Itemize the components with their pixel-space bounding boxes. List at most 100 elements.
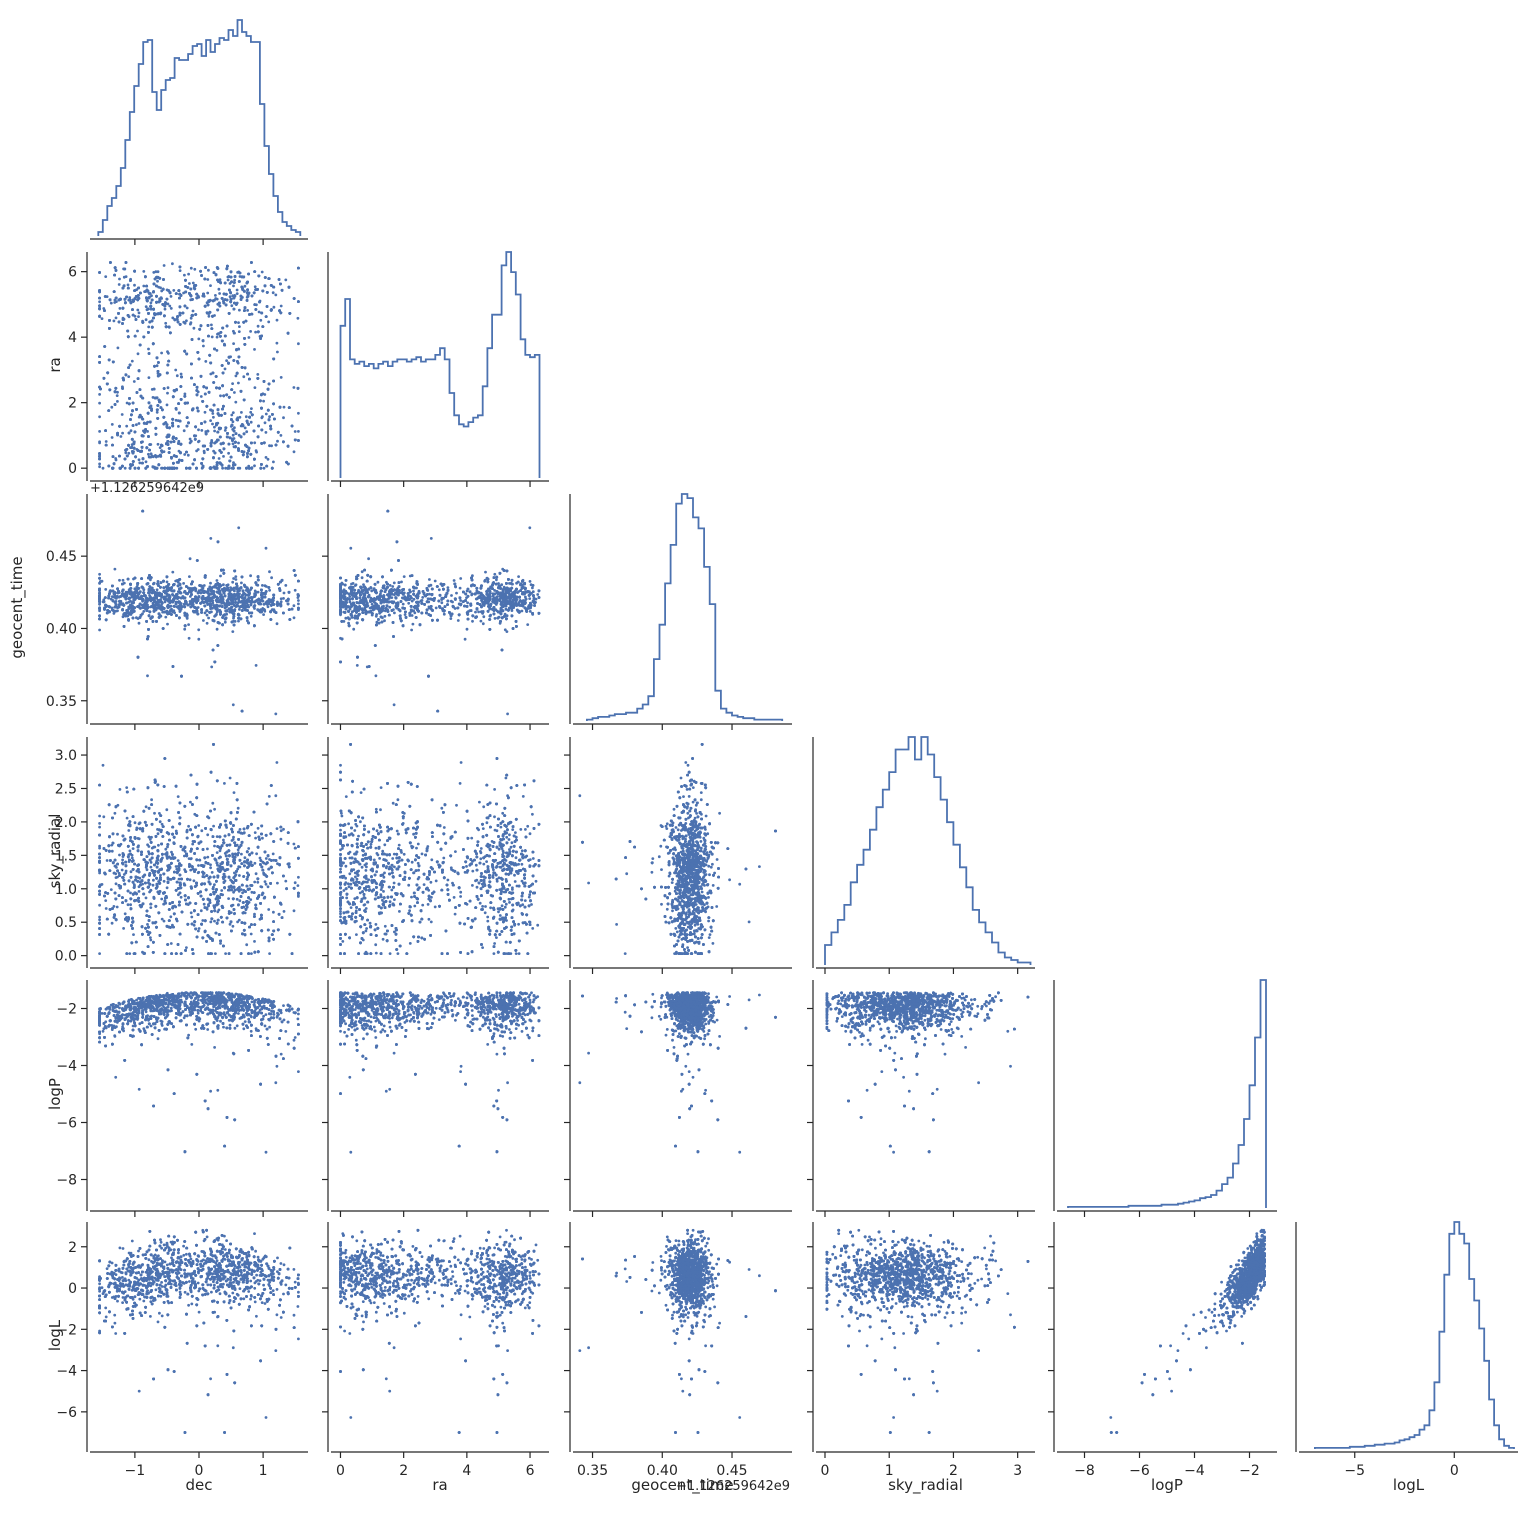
scatter-point bbox=[139, 291, 142, 295]
scatter-point bbox=[159, 406, 163, 409]
scatter-point bbox=[253, 386, 257, 389]
scatter-point bbox=[103, 309, 106, 312]
scatter-point bbox=[165, 435, 169, 439]
scatter-point bbox=[190, 376, 193, 380]
scatter-point bbox=[129, 429, 133, 433]
scatter-point bbox=[197, 357, 201, 361]
scatter-point bbox=[284, 278, 288, 282]
scatter-point bbox=[174, 579, 178, 583]
scatter-point bbox=[176, 315, 179, 319]
scatter-point bbox=[207, 334, 210, 338]
scatter-point bbox=[209, 537, 213, 540]
scatter-point bbox=[147, 312, 150, 315]
scatter-point bbox=[149, 452, 153, 456]
scatter-point bbox=[121, 578, 125, 582]
scatter-point bbox=[246, 280, 250, 284]
scatter-point bbox=[191, 309, 195, 313]
scatter-point bbox=[217, 332, 220, 336]
scatter-point bbox=[224, 303, 228, 307]
scatter-point bbox=[237, 321, 240, 324]
scatter-point bbox=[204, 266, 208, 269]
scatter-point bbox=[264, 431, 268, 434]
scatter-point bbox=[262, 466, 266, 470]
scatter-point bbox=[230, 388, 234, 391]
scatter-point bbox=[116, 400, 119, 403]
scatter-point bbox=[103, 345, 107, 348]
scatter-point bbox=[293, 438, 297, 442]
scatter-point bbox=[147, 352, 151, 355]
scatter-point bbox=[193, 458, 197, 462]
scatter-point bbox=[155, 284, 158, 288]
scatter-point bbox=[232, 281, 236, 284]
scatter-point bbox=[114, 458, 118, 462]
scatter-point bbox=[129, 463, 133, 467]
scatter-point bbox=[287, 285, 291, 289]
scatter-point bbox=[200, 274, 204, 277]
scatter-point bbox=[98, 452, 101, 455]
scatter-point bbox=[189, 321, 193, 325]
scatter-point bbox=[193, 267, 197, 271]
scatter-point bbox=[205, 386, 209, 390]
scatter-point bbox=[253, 270, 257, 273]
scatter-point bbox=[127, 431, 131, 435]
scatter-point bbox=[234, 432, 238, 435]
scatter-point bbox=[154, 426, 158, 430]
scatter-point bbox=[218, 304, 222, 308]
scatter-point bbox=[104, 443, 108, 447]
scatter-point bbox=[287, 406, 291, 409]
scatter-point bbox=[249, 410, 253, 414]
scatter-point bbox=[202, 292, 205, 296]
scatter-point bbox=[231, 442, 235, 446]
scatter-point bbox=[108, 327, 111, 330]
scatter-point bbox=[218, 461, 222, 465]
scatter-point bbox=[217, 457, 221, 460]
scatter-point bbox=[240, 275, 244, 279]
scatter-point bbox=[173, 318, 177, 322]
scatter-point bbox=[223, 620, 227, 624]
scatter-point bbox=[233, 278, 237, 282]
scatter-point bbox=[140, 440, 143, 444]
scatter-point bbox=[169, 331, 172, 335]
scatter-point bbox=[167, 325, 171, 329]
scatter-point bbox=[197, 337, 201, 341]
scatter-point bbox=[169, 440, 173, 444]
scatter-point bbox=[250, 407, 253, 410]
scatter-point bbox=[145, 422, 148, 425]
scatter-point bbox=[118, 307, 122, 310]
scatter-point bbox=[250, 466, 254, 470]
scatter-point bbox=[201, 400, 205, 403]
scatter-point bbox=[269, 284, 273, 287]
scatter-point bbox=[179, 398, 183, 401]
scatter-point bbox=[211, 371, 215, 375]
scatter-point bbox=[133, 334, 137, 338]
scatter-point bbox=[98, 401, 101, 405]
y-tick-label: 4 bbox=[68, 330, 77, 346]
scatter-point bbox=[125, 454, 129, 458]
scatter-point bbox=[156, 270, 160, 274]
scatter-point bbox=[261, 325, 265, 328]
scatter-point bbox=[128, 397, 131, 400]
scatter-point bbox=[250, 294, 254, 298]
scatter-point bbox=[197, 637, 201, 641]
scatter-point bbox=[234, 440, 237, 444]
scatter-point bbox=[137, 315, 140, 318]
scatter-point bbox=[247, 423, 251, 426]
scatter-point bbox=[232, 296, 236, 300]
scatter-point bbox=[193, 434, 196, 438]
scatter-points bbox=[98, 261, 300, 470]
scatter-point bbox=[220, 297, 224, 300]
scatter-point bbox=[205, 621, 209, 625]
scatter-point bbox=[131, 308, 134, 311]
scatter-point bbox=[138, 388, 142, 391]
scatter-point bbox=[153, 396, 157, 400]
scatter-point bbox=[166, 363, 170, 367]
scatter-point bbox=[218, 435, 222, 439]
scatter-points bbox=[98, 509, 300, 716]
scatter-point bbox=[216, 308, 220, 312]
scatter-point bbox=[190, 338, 194, 341]
scatter-point bbox=[98, 628, 101, 632]
scatter-point bbox=[221, 371, 225, 375]
scatter-point bbox=[154, 432, 158, 436]
scatter-point bbox=[265, 305, 269, 308]
scatter-point bbox=[232, 342, 236, 345]
